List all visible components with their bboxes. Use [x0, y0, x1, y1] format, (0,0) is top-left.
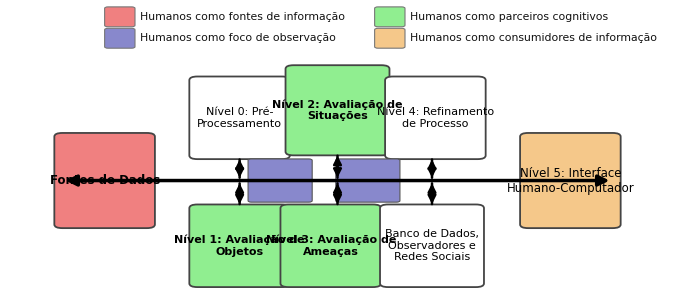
FancyBboxPatch shape	[380, 204, 484, 287]
FancyBboxPatch shape	[375, 28, 405, 48]
Text: Nível 2: Avaliação de
Situações: Nível 2: Avaliação de Situações	[272, 99, 403, 121]
FancyBboxPatch shape	[54, 133, 155, 228]
Text: Humanos como parceiros cognitivos: Humanos como parceiros cognitivos	[410, 12, 608, 22]
FancyBboxPatch shape	[520, 133, 621, 228]
Text: Fontes de Dados: Fontes de Dados	[49, 174, 160, 187]
FancyBboxPatch shape	[385, 76, 486, 159]
FancyBboxPatch shape	[105, 28, 135, 48]
Text: Nível 1: Avaliação de
Objetos: Nível 1: Avaliação de Objetos	[174, 235, 305, 257]
Text: Nível 4: Refinamento
de Processo: Nível 4: Refinamento de Processo	[377, 107, 494, 129]
FancyBboxPatch shape	[189, 204, 290, 287]
Text: Nível 3: Avaliação de
Ameaças: Nível 3: Avaliação de Ameaças	[265, 235, 396, 257]
FancyBboxPatch shape	[336, 159, 400, 202]
FancyBboxPatch shape	[286, 65, 389, 155]
Text: Banco de Dados,
Observadores e
Redes Sociais: Banco de Dados, Observadores e Redes Soc…	[385, 229, 479, 262]
FancyBboxPatch shape	[375, 7, 405, 27]
FancyBboxPatch shape	[105, 7, 135, 27]
FancyBboxPatch shape	[280, 204, 381, 287]
Text: Humanos como fontes de informação: Humanos como fontes de informação	[140, 12, 345, 22]
FancyBboxPatch shape	[189, 76, 290, 159]
Text: Nível 0: Pré-
Processamento: Nível 0: Pré- Processamento	[197, 107, 282, 129]
FancyBboxPatch shape	[248, 159, 312, 202]
Text: Humanos como foco de observação: Humanos como foco de observação	[140, 33, 335, 43]
Text: Nível 5: Interface
Humano-Computador: Nível 5: Interface Humano-Computador	[506, 166, 634, 195]
Text: Humanos como consumidores de informação: Humanos como consumidores de informação	[410, 33, 657, 43]
